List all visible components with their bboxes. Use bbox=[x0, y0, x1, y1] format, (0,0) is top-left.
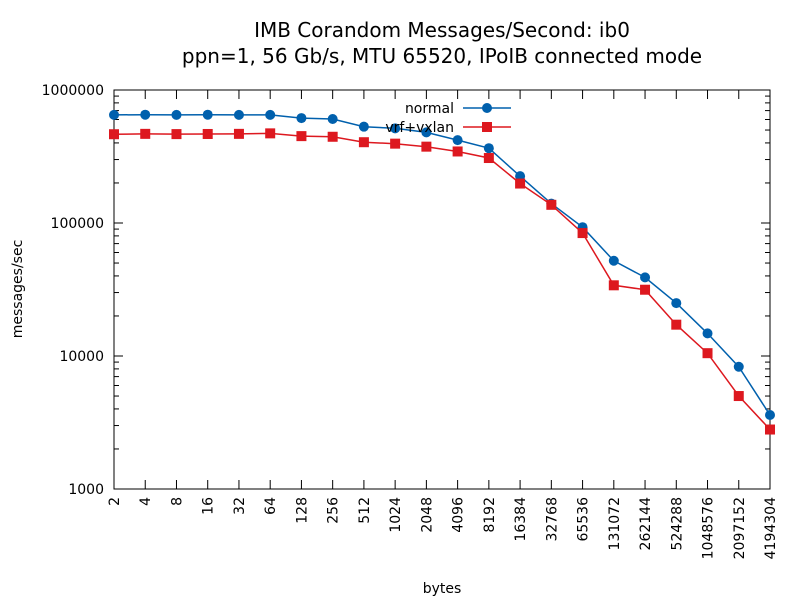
data-point-circle bbox=[483, 143, 494, 154]
data-point-square bbox=[265, 128, 276, 139]
data-point-circle bbox=[421, 127, 432, 138]
x-tick-label: 4194304 bbox=[763, 497, 779, 559]
data-point-circle bbox=[702, 328, 713, 339]
x-axis-ticks: 2 4 8 16 32 64 128 256 512 1024 2048 4096 8192 16384 3… bbox=[107, 90, 779, 559]
data-point-square bbox=[640, 284, 651, 295]
x-tick-label: 262144 bbox=[638, 497, 654, 551]
data-point-square bbox=[233, 128, 244, 139]
data-point-square bbox=[702, 348, 713, 359]
y-tick-label: 100000 bbox=[51, 216, 104, 232]
data-point-square bbox=[733, 391, 744, 402]
plot-border bbox=[113, 89, 771, 490]
legend-marker-circle bbox=[482, 103, 492, 113]
data-point-square bbox=[577, 228, 588, 239]
data-point-square bbox=[171, 129, 182, 140]
x-tick-label: 1048576 bbox=[701, 497, 717, 559]
data-point-circle bbox=[608, 255, 619, 266]
data-point-square bbox=[483, 153, 494, 164]
data-point-circle bbox=[733, 361, 744, 372]
data-point-square bbox=[515, 178, 526, 189]
x-tick-label: 8 bbox=[169, 497, 185, 506]
legend-label: normal bbox=[405, 101, 454, 117]
data-point-circle bbox=[140, 109, 151, 120]
x-tick-label: 512 bbox=[357, 497, 373, 524]
data-point-circle bbox=[265, 109, 276, 120]
y-axis-ticks: 1000 10000 100000 1000000 bbox=[42, 83, 770, 498]
data-point-square bbox=[109, 129, 119, 140]
data-point-circle bbox=[671, 298, 682, 309]
series-layer bbox=[109, 109, 775, 435]
x-tick-label: 4 bbox=[138, 497, 154, 506]
data-point-square bbox=[327, 131, 338, 142]
x-tick-label: 65536 bbox=[576, 497, 592, 542]
data-point-circle bbox=[640, 272, 651, 283]
x-tick-label: 64 bbox=[263, 497, 279, 515]
x-tick-label: 2097152 bbox=[732, 497, 748, 559]
x-tick-label: 16 bbox=[201, 497, 217, 515]
x-tick-label: 2 bbox=[107, 497, 123, 506]
data-point-square bbox=[358, 137, 369, 148]
data-point-circle bbox=[358, 121, 369, 132]
series-line bbox=[113, 113, 771, 416]
data-point-circle bbox=[296, 113, 307, 124]
series-normal bbox=[109, 109, 775, 421]
x-tick-label: 524288 bbox=[669, 497, 685, 550]
data-point-square bbox=[608, 280, 619, 291]
x-tick-label: 16384 bbox=[513, 497, 529, 542]
data-point-square bbox=[452, 146, 463, 157]
x-tick-label: 131072 bbox=[607, 497, 623, 550]
data-point-circle bbox=[233, 109, 244, 120]
data-point-square bbox=[671, 319, 682, 330]
x-tick-label: 2048 bbox=[419, 497, 435, 533]
data-point-circle bbox=[202, 109, 213, 120]
data-point-circle bbox=[327, 114, 338, 125]
series-line bbox=[113, 132, 771, 431]
x-tick-label: 256 bbox=[326, 497, 342, 524]
data-point-circle bbox=[109, 109, 119, 120]
legend-marker-square bbox=[482, 122, 492, 132]
chart-title: IMB Corandom Messages/Second: ib0 bbox=[254, 18, 630, 42]
y-tick-label: 1000 bbox=[68, 482, 104, 498]
data-point-circle bbox=[171, 109, 182, 120]
x-tick-label: 4096 bbox=[451, 497, 467, 533]
y-axis-label: messages/sec bbox=[10, 240, 26, 339]
x-tick-label: 128 bbox=[294, 497, 310, 524]
data-point-circle bbox=[452, 135, 463, 146]
data-point-square bbox=[421, 141, 432, 152]
x-tick-label: 8192 bbox=[482, 497, 498, 533]
x-axis-label: bytes bbox=[423, 581, 462, 597]
plot-frame bbox=[113, 89, 771, 490]
data-point-square bbox=[296, 131, 307, 142]
legend: normal vrf+vxlan bbox=[385, 101, 511, 136]
data-point-circle bbox=[765, 410, 775, 421]
data-point-square bbox=[202, 128, 213, 139]
x-tick-label: 32768 bbox=[544, 497, 560, 542]
y-tick-label: 1000000 bbox=[42, 83, 104, 99]
y-tick-label: 10000 bbox=[59, 349, 104, 365]
x-tick-label: 1024 bbox=[388, 497, 404, 533]
data-point-square bbox=[765, 424, 775, 435]
data-point-circle bbox=[390, 123, 401, 134]
data-point-square bbox=[390, 138, 401, 149]
data-point-square bbox=[140, 128, 151, 139]
legend-label: vrf+vxlan bbox=[385, 120, 454, 136]
x-tick-label: 32 bbox=[232, 497, 248, 515]
chart-subtitle: ppn=1, 56 Gb/s, MTU 65520, IPoIB connect… bbox=[182, 44, 702, 68]
series-vrf-vxlan bbox=[109, 128, 775, 435]
data-point-square bbox=[546, 199, 557, 210]
